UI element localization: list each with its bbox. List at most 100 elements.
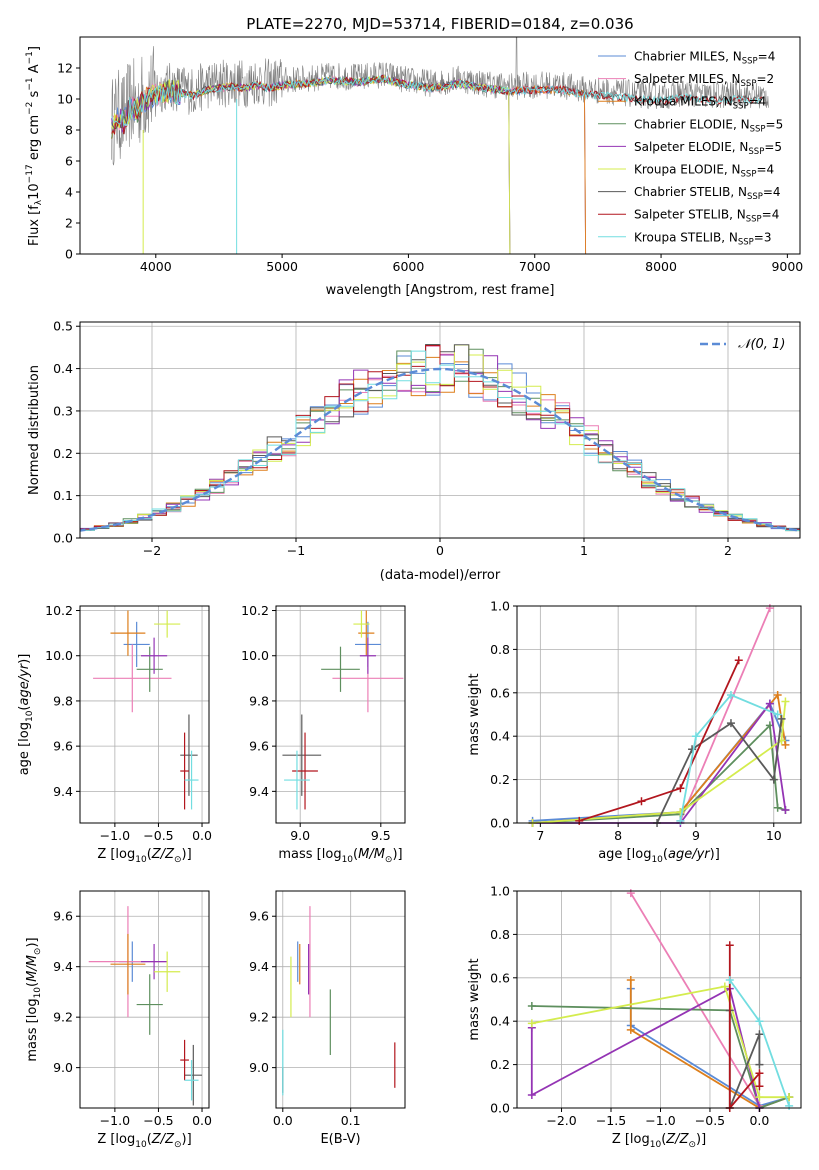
weight-series-line <box>532 701 787 824</box>
weight-marker <box>773 803 782 812</box>
spectrum-legend: Chabrier MILES, NSSP=4 Salpeter MILES, NS… <box>598 50 783 247</box>
histogram-lines <box>80 344 800 533</box>
normal-curve-line <box>80 367 800 532</box>
weight-series-line <box>679 607 771 822</box>
y-tick-label: 0.8 <box>490 642 510 657</box>
y-tick-label: 9.8 <box>249 693 269 708</box>
weight-series-line <box>630 892 761 1107</box>
error-bar-point <box>136 974 163 1035</box>
y-axis-label: age [log10(age/yr)] <box>17 654 35 776</box>
x-tick-label: 0 <box>436 543 444 558</box>
error-bar-point <box>136 646 163 692</box>
error-bar-point <box>180 714 198 796</box>
x-tick-label: −0.5 <box>695 1113 725 1128</box>
error-bar-point <box>154 951 181 992</box>
error-bar-point <box>353 610 370 638</box>
y-tick-label: 9.6 <box>53 739 73 754</box>
weight-marker <box>781 740 790 749</box>
y-tick-label: 0.0 <box>490 816 510 831</box>
x-tick-label: 10 <box>766 828 782 843</box>
weight-marker <box>755 1093 764 1102</box>
weight-series <box>676 690 782 825</box>
x-tick-label: −1.0 <box>100 828 130 843</box>
weight-marker <box>688 745 697 754</box>
y-tick-label: 0.2 <box>490 1057 510 1072</box>
weight-marker <box>773 710 782 719</box>
x-tick-label: 1 <box>580 543 588 558</box>
x-tick-label: 7000 <box>519 259 551 274</box>
y-tick-label: 9.0 <box>53 1060 73 1075</box>
y-tick-label: 0.5 <box>53 319 73 334</box>
error-bar-point <box>110 933 146 995</box>
y-tick-label: 6 <box>65 154 73 169</box>
y-axis-label: mass weight <box>467 673 482 755</box>
x-tick-label: 9 <box>692 828 700 843</box>
x-axis-label: E(B-V) <box>320 1132 360 1147</box>
weight-marker <box>734 656 743 665</box>
model-spectrum-line <box>111 75 763 128</box>
legend-label: Kroupa ELODIE, NSSP=4 <box>634 163 774 180</box>
x-axis-label: (data-model)/error <box>380 568 501 583</box>
grid-lines <box>80 891 209 1108</box>
x-axis-label: wavelength [Angstrom, rest frame] <box>326 283 555 298</box>
error-bar-point <box>154 610 181 638</box>
error-bar-point <box>321 646 360 692</box>
y-tick-label: 0.2 <box>490 772 510 787</box>
weight-marker <box>626 1025 635 1034</box>
x-tick-label: −2 <box>143 543 161 558</box>
legend-label: Salpeter ELODIE, NSSP=5 <box>634 140 782 157</box>
x-axis-label: Z [log10(Z/Z⊙)] <box>97 1132 191 1150</box>
y-tick-label: 12 <box>57 61 73 76</box>
axes-frame <box>275 890 406 1109</box>
x-tick-label: 0.0 <box>273 1113 293 1128</box>
y-tick-label: 0.6 <box>490 685 510 700</box>
error-bar-point <box>184 750 199 810</box>
axes-frame <box>516 890 802 1109</box>
weight-marker <box>637 797 646 806</box>
age-vs-mass-plot: 9.0 9.5 9.4 9.6 9.8 10.0 10.2 mass [log10(M/M⊙)… <box>241 603 406 865</box>
y-tick-label: 0.0 <box>490 1101 510 1116</box>
y-tick-label: 9.2 <box>53 1010 73 1025</box>
legend-label: Chabrier STELIB, NSSP=4 <box>634 185 781 202</box>
weight-marker <box>527 1019 536 1028</box>
weight-marker <box>720 982 729 991</box>
mass-vs-ebv-plot: 0.0 0.1 9.0 9.2 9.4 9.6 E(B-V) <box>249 890 406 1147</box>
y-tick-label: 10.0 <box>45 648 73 663</box>
error-bar-point <box>359 637 376 674</box>
weight-marker <box>755 1060 764 1069</box>
weight-vs-age-plot: 7 8 9 10 0.0 0.2 0.4 0.6 0.8 1.0 age [log10(age/yr… <box>467 599 802 865</box>
y-tick-label: 10.0 <box>241 648 269 663</box>
y-axis-label: Normed distribution <box>27 365 42 495</box>
y-tick-label: 9.4 <box>53 784 73 799</box>
error-bar-point <box>110 610 146 656</box>
error-bar-point <box>180 732 189 810</box>
y-tick-label: 9.2 <box>249 1010 269 1025</box>
x-tick-label: 0.0 <box>192 1113 212 1128</box>
weight-marker <box>755 1017 764 1026</box>
legend-label: Salpeter STELIB, NSSP=4 <box>634 208 779 225</box>
figure-title: PLATE=2270, MJD=53714, FIBERID=0184, z=0… <box>246 15 633 33</box>
x-tick-label: −1 <box>287 543 305 558</box>
weight-marker <box>777 714 786 723</box>
y-tick-label: 0.6 <box>490 970 510 985</box>
error-bar-point <box>93 644 172 713</box>
y-tick-label: 8 <box>65 123 73 138</box>
axes-frame <box>79 36 801 255</box>
y-tick-label: 9.4 <box>53 959 73 974</box>
axes-frame <box>516 605 802 824</box>
y-tick-label: 4 <box>65 185 73 200</box>
weight-series <box>653 714 786 827</box>
y-tick-label: 10.2 <box>45 603 73 618</box>
y-tick-label: 1.0 <box>490 599 510 614</box>
x-tick-label: 8000 <box>645 259 677 274</box>
y-axis-label: mass [log10(M/M⊙)] <box>25 937 43 1061</box>
legend-label: Chabrier MILES, NSSP=4 <box>634 50 775 67</box>
y-tick-label: 1.0 <box>490 884 510 899</box>
x-tick-label: 9.0 <box>290 828 310 843</box>
weight-series-line <box>679 693 779 821</box>
y-tick-label: 0.4 <box>490 1014 510 1029</box>
y-tick-label: 9.4 <box>249 959 269 974</box>
x-tick-label: 0.0 <box>749 1113 769 1128</box>
x-axis-label: Z [log10(Z/Z⊙)] <box>97 847 191 865</box>
